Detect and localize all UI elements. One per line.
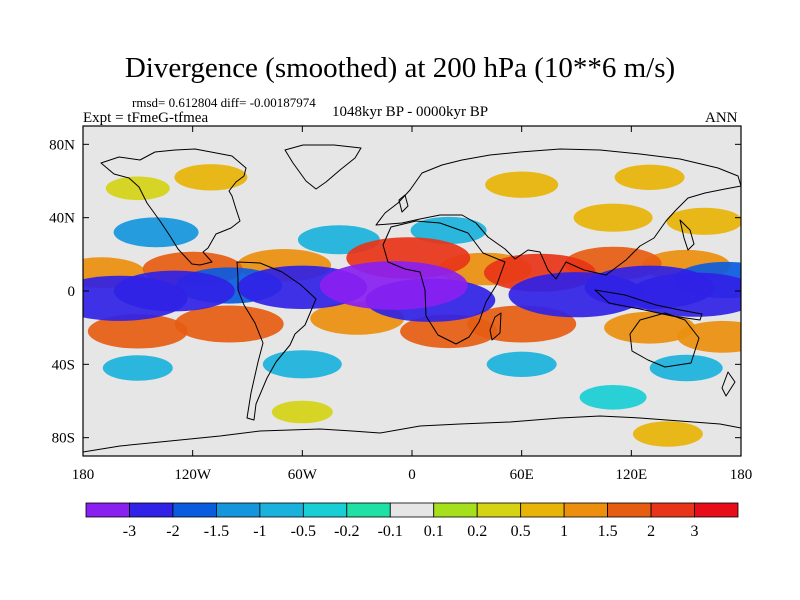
x-tick-label: 60W [288,467,318,483]
colorbar-label: -0.2 [334,523,359,540]
coastline-eurasia [375,148,741,280]
anomaly-cell [83,275,188,321]
y-tick-label: 40N [49,211,75,227]
x-tick-label: 180 [72,467,95,483]
colorbar-label: -0.1 [378,523,403,540]
coastline-indonesia [594,289,703,321]
coastline-australia [629,312,700,368]
x-tick-label: 60E [510,467,534,483]
colorbar-swatch [476,502,522,518]
colorbar-label: 0.5 [511,523,531,540]
anomaly-cell [628,272,741,317]
anomaly-cell [604,311,696,344]
colorbar-swatch [172,502,217,518]
anomaly-cell [508,272,645,318]
y-tick-label: 80S [52,431,75,447]
coastline-uk [398,194,409,213]
colorbar-label: -2 [166,523,179,540]
anomaly-cell [319,261,468,310]
colorbar-swatch [215,502,261,518]
anomaly-cell [102,355,173,381]
anomaly-cell [410,216,487,245]
coastline-antarctica [83,415,741,453]
y-tick-label: 40S [52,357,75,373]
coastline-madagascar [489,312,502,341]
colorbar-swatch [433,502,478,518]
anomaly-cell [271,400,333,424]
anomaly-cell [485,171,559,198]
colorbar-swatch [85,502,130,518]
coastline-south-america [236,261,317,421]
anomaly-cell [649,354,723,382]
colorbar-label: 1.5 [598,523,618,540]
colorbar-label: 2 [647,523,655,540]
colorbar-swatch [129,502,174,518]
anomaly-cell [87,314,188,349]
x-tick-label: 120W [174,467,212,483]
anomaly-cell [632,421,703,447]
colorbar-label: -0.5 [291,523,316,540]
anomaly-cell [614,164,685,190]
anomaly-cell [666,207,741,235]
coastline-north-america [100,148,247,266]
anomaly-cell [579,385,647,410]
anomaly-cell [573,203,653,232]
colorbar-swatch [563,502,609,518]
colorbar-swatch [259,502,304,518]
colorbar-swatch [302,502,348,518]
anomaly-cell [105,176,170,201]
x-tick-label: 120E [615,467,647,483]
colorbar-swatch [389,502,435,518]
period-label: 1048kyr BP - 0000kyr BP [331,104,489,120]
y-tick-label: 80N [49,137,75,153]
stats-label: rmsd= 0.612804 diff= -0.00187974 [132,95,316,110]
colorbar-swatch [694,502,739,518]
anomaly-cell [262,350,342,379]
anomaly-cell [174,305,284,343]
colorbar-label: 0.1 [424,523,444,540]
colorbar-label: -1.5 [204,523,229,540]
x-tick-label: 0 [408,467,416,483]
colorbar-swatch [607,502,652,518]
figure-title: Divergence (smoothed) at 200 hPa (10**6 … [124,52,676,84]
y-tick-label: 0 [68,284,76,300]
anomaly-cell [174,164,248,191]
anomaly-cell [113,217,199,248]
colorbar-swatch [520,502,565,518]
coastlines [83,144,741,453]
anomaly-cell [486,351,557,377]
coastline-new-zealand [721,371,736,397]
colorbar-label: 3 [691,523,699,540]
map-axes: 180 120W 60W 0 60E 120E 180 80N 40N 0 40S 80S [49,126,752,483]
coastline-greenland [284,144,362,190]
colorbar-label: -3 [123,523,136,540]
anomaly-cell [677,320,741,353]
season-label: ANN [705,110,738,126]
colorbar-swatch [650,502,695,518]
colorbar: -3 -2 -1.5 -1 -0.5 -0.2 -0.1 0.1 0.2 0.5 1 1.5 2 3 [85,502,739,540]
colorbar-swatch [346,502,391,518]
colorbar-label: -1 [253,523,266,540]
x-tick-label: 180 [730,467,753,483]
coastline-japan [679,219,695,251]
experiment-label: Expt = tFmeG-tfmea [83,110,209,126]
colorbar-label: 0.2 [467,523,487,540]
coastline-africa [382,220,506,345]
divergence-field [83,164,741,447]
colorbar-label: 1 [560,523,568,540]
